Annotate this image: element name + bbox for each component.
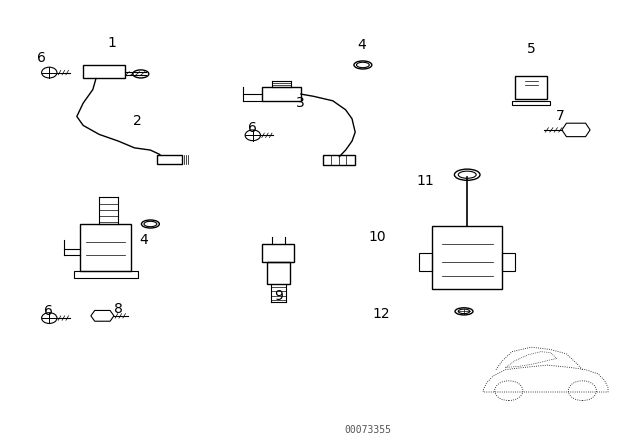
Text: 7: 7 xyxy=(556,109,564,124)
Text: 4: 4 xyxy=(357,38,366,52)
Text: 6: 6 xyxy=(37,51,46,65)
Text: 5: 5 xyxy=(527,42,536,56)
Text: 10: 10 xyxy=(369,230,387,245)
Text: 12: 12 xyxy=(372,306,390,321)
Text: 4: 4 xyxy=(140,233,148,247)
Text: 8: 8 xyxy=(114,302,123,316)
Text: 3: 3 xyxy=(296,96,305,110)
Text: 6: 6 xyxy=(44,304,52,319)
Text: 9: 9 xyxy=(274,289,283,303)
Text: 6: 6 xyxy=(248,121,257,135)
Text: 1: 1 xyxy=(108,35,116,50)
Text: 11: 11 xyxy=(417,174,435,189)
Text: 00073355: 00073355 xyxy=(344,425,392,435)
Text: 2: 2 xyxy=(133,114,142,128)
